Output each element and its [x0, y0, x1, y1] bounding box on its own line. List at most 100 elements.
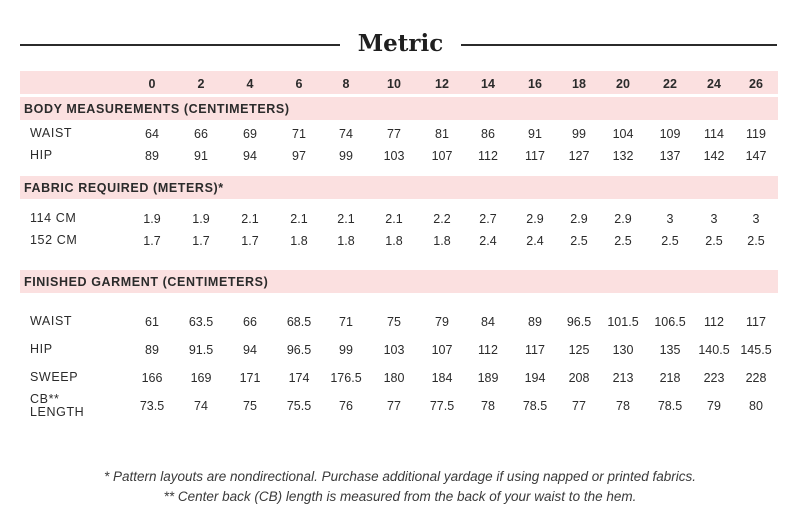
table-cell: 3 [710, 212, 718, 226]
table-cell: 2.9 [570, 212, 588, 226]
table-cell: 104 [612, 127, 634, 141]
table-cell: 1.8 [433, 234, 451, 248]
table-cell: 125 [568, 343, 590, 357]
table-cell: 78.5 [657, 399, 683, 413]
table-cell: 112 [478, 149, 498, 163]
table-cell: 99 [339, 343, 353, 357]
table-cell: 140.5 [698, 343, 730, 357]
table-cell: 169 [190, 371, 212, 385]
table-cell: 1.7 [143, 234, 161, 248]
table-cell: 75 [387, 315, 401, 329]
size-header-10: 10 [387, 77, 401, 91]
table-cell: 94 [243, 149, 257, 163]
table-cell: 1.9 [192, 212, 210, 226]
table-cell: 142 [703, 149, 725, 163]
table-cell: 84 [481, 315, 495, 329]
table-cell: 147 [745, 149, 767, 163]
table-cell: 194 [524, 371, 546, 385]
table-cell: 1.8 [385, 234, 403, 248]
table-cell: 103 [383, 149, 405, 163]
table-cell: 1.9 [143, 212, 161, 226]
row-label-hip: HIP [30, 148, 53, 162]
table-cell: 66 [194, 127, 208, 141]
table-cell: 94 [243, 343, 257, 357]
table-cell: 89 [528, 315, 542, 329]
table-cell: 63.5 [188, 315, 214, 329]
table-cell: 208 [568, 371, 590, 385]
table-cell: 77 [387, 399, 401, 413]
table-cell: 91 [194, 149, 208, 163]
table-cell: 96.5 [566, 315, 592, 329]
table-cell: 2.9 [526, 212, 544, 226]
table-cell: 2.2 [433, 212, 451, 226]
table-cell: 78 [616, 399, 630, 413]
table-cell: 112 [704, 315, 724, 329]
size-header-band [20, 71, 778, 94]
table-cell: 213 [612, 371, 634, 385]
page-title: Metric [357, 30, 444, 57]
table-cell: 119 [746, 127, 766, 141]
table-cell: 117 [525, 149, 545, 163]
table-cell: 145.5 [740, 343, 772, 357]
table-cell: 189 [477, 371, 499, 385]
table-cell: 79 [707, 399, 721, 413]
table-cell: 107 [431, 343, 453, 357]
table-cell: 112 [478, 343, 498, 357]
table-cell: 99 [339, 149, 353, 163]
row-label-cb-length: CB** LENGTH [30, 392, 85, 419]
title-rule-left [20, 44, 340, 46]
table-cell: 96.5 [286, 343, 312, 357]
row-label-sweep: SWEEP [30, 370, 79, 384]
table-cell: 2.4 [526, 234, 544, 248]
table-cell: 2.9 [614, 212, 632, 226]
table-cell: 75 [243, 399, 257, 413]
section-band-fabric [20, 176, 778, 199]
table-cell: 91.5 [188, 343, 214, 357]
table-cell: 2.1 [385, 212, 403, 226]
table-cell: 74 [194, 399, 208, 413]
table-cell: 1.7 [192, 234, 210, 248]
section-heading-fabric-required-meters: FABRIC REQUIRED (METERS)* [24, 181, 224, 195]
table-cell: 2.5 [747, 234, 765, 248]
table-cell: 135 [659, 343, 681, 357]
table-cell: 180 [383, 371, 405, 385]
table-cell: 76 [339, 399, 353, 413]
table-cell: 75.5 [286, 399, 312, 413]
size-header-20: 20 [616, 77, 630, 91]
table-cell: 2.5 [661, 234, 679, 248]
table-cell: 71 [339, 315, 353, 329]
size-header-4: 4 [246, 77, 254, 91]
table-cell: 114 [704, 127, 724, 141]
table-cell: 89 [145, 149, 159, 163]
size-header-2: 2 [197, 77, 205, 91]
table-cell: 69 [243, 127, 257, 141]
table-cell: 228 [745, 371, 767, 385]
table-cell: 81 [435, 127, 449, 141]
row-label-114-cm: 114 CM [30, 211, 77, 225]
size-header-24: 24 [707, 77, 721, 91]
table-cell: 97 [292, 149, 306, 163]
table-cell: 132 [612, 149, 634, 163]
table-cell: 2.5 [614, 234, 632, 248]
table-cell: 218 [659, 371, 681, 385]
table-cell: 73.5 [139, 399, 165, 413]
table-cell: 66 [243, 315, 257, 329]
size-header-14: 14 [481, 77, 495, 91]
table-cell: 166 [141, 371, 163, 385]
size-header-16: 16 [528, 77, 542, 91]
size-header-6: 6 [295, 77, 303, 91]
table-cell: 130 [612, 343, 634, 357]
table-cell: 86 [481, 127, 495, 141]
table-cell: 79 [435, 315, 449, 329]
table-cell: 106.5 [654, 315, 686, 329]
size-header-18: 18 [572, 77, 586, 91]
table-cell: 2.1 [337, 212, 355, 226]
table-cell: 64 [145, 127, 159, 141]
table-cell: 77 [572, 399, 586, 413]
table-cell: 3 [666, 212, 674, 226]
table-cell: 107 [431, 149, 453, 163]
row-label-waist: WAIST [30, 126, 73, 140]
table-cell: 3 [752, 212, 760, 226]
table-cell: 68.5 [286, 315, 312, 329]
table-cell: 61 [145, 315, 159, 329]
